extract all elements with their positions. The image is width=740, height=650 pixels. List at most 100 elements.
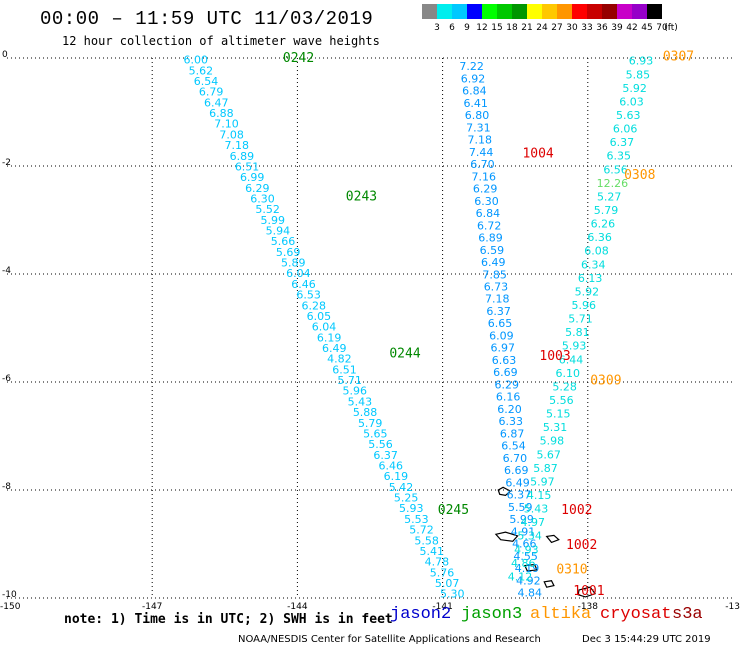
jason3-wave-height-value: 5.52 — [255, 203, 280, 216]
jason2-wave-height-value: 6.20 — [497, 403, 522, 416]
color-swatch-15 — [482, 4, 497, 19]
jason3-wave-height-value: 6.51 — [332, 363, 357, 376]
jason3-pass-time-label: 0242 — [283, 51, 314, 66]
jason3-wave-height-value: 5.53 — [404, 513, 429, 526]
jason3-wave-height-value: 5.93 — [399, 502, 424, 515]
jason3-wave-height-value: 5.66 — [271, 235, 296, 248]
altika-pass-time-label: 0308 — [624, 168, 655, 183]
pass-time-labels: 0242 0243 0244 0245 1004 1003 1002 1002 1001 0307… — [283, 49, 694, 599]
generation-timestamp: Dec 3 15:44:29 UTC 2019 — [582, 634, 711, 645]
jason3-wave-height-value: 5.89 — [281, 257, 306, 270]
jason3-wave-height-value: 6.19 — [317, 331, 342, 344]
island-outline — [545, 534, 560, 544]
color-swatch-33 — [572, 4, 587, 19]
island-outline — [494, 531, 519, 542]
jason2-wave-height-value: 4.92 — [516, 574, 541, 587]
jason2-wave-height-value: 6.84 — [476, 207, 501, 220]
jason2-wave-height-value: 6.49 — [481, 256, 506, 269]
jason2-wave-height-value: 4.91 — [511, 525, 536, 538]
jason2-wave-height-value: 6.59 — [480, 244, 505, 257]
jason3-wave-height-value: 5.69 — [276, 246, 301, 259]
altika-wave-height-value: 5.31 — [543, 421, 568, 434]
altika-wave-height-value: 4.86 — [511, 557, 536, 570]
jason2-wave-height-value: 7.16 — [472, 170, 497, 183]
jason2-wave-height-value: 7.31 — [466, 121, 491, 134]
jason3-wave-height-value: 6.54 — [194, 75, 219, 88]
jason3-wave-height-value: 7.10 — [214, 118, 239, 131]
jason3-wave-height-value: 6.19 — [384, 470, 409, 483]
altika-wave-height-value: 5.27 — [597, 190, 622, 203]
altika-wave-height-value: 6.13 — [578, 272, 603, 285]
color-swatch-9 — [452, 4, 467, 19]
jason3-wave-height-value: 5.25 — [394, 492, 419, 505]
color-scale-label: 18 — [506, 23, 518, 33]
jason2-wave-height-value: 4.55 — [513, 550, 538, 563]
page-title: 00:00 – 11:59 UTC 11/03/2019 — [40, 8, 374, 30]
altika-wave-height-value: 6.06 — [613, 123, 638, 136]
altika-wave-height-value: 4.15 — [527, 489, 552, 502]
satellite-legend-jason2: jason2 — [390, 605, 452, 624]
color-scale-unit: (ft) — [664, 23, 678, 33]
jason2-pass-time-label: 1002 — [566, 538, 597, 553]
altika-wave-height-value: 6.44 — [559, 353, 584, 366]
jason3-wave-height-value: 6.00 — [184, 54, 209, 67]
jason3-wave-height-value: 5.58 — [414, 534, 439, 547]
color-scale-label: 33 — [581, 23, 593, 33]
jason3-wave-height-value: 6.37 — [373, 449, 398, 462]
altika-wave-height-value: 12.26 — [597, 177, 629, 190]
lon-tick-label: -144 — [287, 602, 308, 612]
jason3-wave-height-value: 6.04 — [312, 321, 337, 334]
jason3-wave-height-value: 6.88 — [209, 107, 234, 120]
jason3-wave-height-value: 6.79 — [199, 86, 224, 99]
color-scale-label: 6 — [449, 23, 455, 33]
jason2-wave-height-value: 5.59 — [508, 501, 533, 514]
altika-wave-height-value: 6.37 — [610, 136, 635, 149]
jason3-wave-height-value: 4.82 — [327, 353, 352, 366]
jason2-wave-height-value: 7.22 — [459, 60, 484, 73]
lon-tick-label: -147 — [142, 602, 162, 612]
jason2-wave-height-value: 6.09 — [489, 329, 514, 342]
jason2-wave-height-value: 6.70 — [503, 452, 528, 465]
jason2-wave-height-value: 5.99 — [509, 513, 534, 526]
lat-tick-label: -2 — [2, 158, 11, 168]
jason2-wave-height-value: 6.41 — [463, 97, 488, 110]
altika-wave-height-value: 5.67 — [536, 448, 561, 461]
jason2-wave-height-value: 6.30 — [474, 195, 499, 208]
jason2-wave-height-value: 6.54 — [501, 440, 526, 453]
jason3-wave-height-value: 6.51 — [235, 160, 260, 173]
satellite-legend-cryosat: cryosat — [600, 605, 672, 624]
lat-tick-label: -8 — [2, 482, 11, 492]
color-swatch-21 — [512, 4, 527, 19]
satellite-legend-jason3: jason3 — [461, 605, 523, 624]
altika-wave-height-value: 5.97 — [530, 475, 555, 488]
jason2-wave-height-value: 6.89 — [478, 232, 503, 245]
lat-tick-label: 0 — [2, 50, 8, 60]
altika-wave-height-value: 5.43 — [524, 503, 549, 516]
altika-wave-height-value: 5.85 — [626, 68, 651, 81]
altika-wave-height-value: 5.63 — [616, 109, 641, 122]
altika-wave-height-value: 5.98 — [540, 435, 565, 448]
color-scale-label: 12 — [476, 23, 488, 33]
color-scale-label: 45 — [641, 23, 653, 33]
jason3-wave-height-value: 5.62 — [189, 64, 214, 77]
lat-tick-label: -10 — [2, 590, 17, 600]
jason2-wave-height-value: 6.29 — [495, 378, 520, 391]
altika-wave-height-value: 6.35 — [607, 150, 632, 163]
jason2-wave-height-value: 6.63 — [492, 354, 517, 367]
jason3-wave-height-value: 5.30 — [440, 588, 465, 601]
altika-wave-height-value: 5.56 — [549, 394, 574, 407]
jason3-wave-height-value: 7.08 — [219, 128, 244, 141]
jason2-pass-time-label: 1004 — [522, 147, 553, 162]
page-subtitle: 12 hour collection of altimeter wave hei… — [62, 34, 380, 48]
jason3-wave-height-value: 5.94 — [266, 225, 291, 238]
color-scale-label: 27 — [551, 23, 563, 33]
jason3-wave-height-value: 5.71 — [337, 374, 362, 387]
altika-wave-height-value: 5.28 — [552, 380, 577, 393]
color-swatch-24 — [527, 4, 542, 19]
jason3-wave-height-value: 5.42 — [389, 481, 414, 494]
color-scale-label: 9 — [464, 23, 470, 33]
altika-wave-height-value: 6.56 — [603, 163, 628, 176]
color-swatch-18 — [497, 4, 512, 19]
color-swatch-45 — [632, 4, 647, 19]
jason3-wave-height-value: 5.96 — [343, 385, 368, 398]
